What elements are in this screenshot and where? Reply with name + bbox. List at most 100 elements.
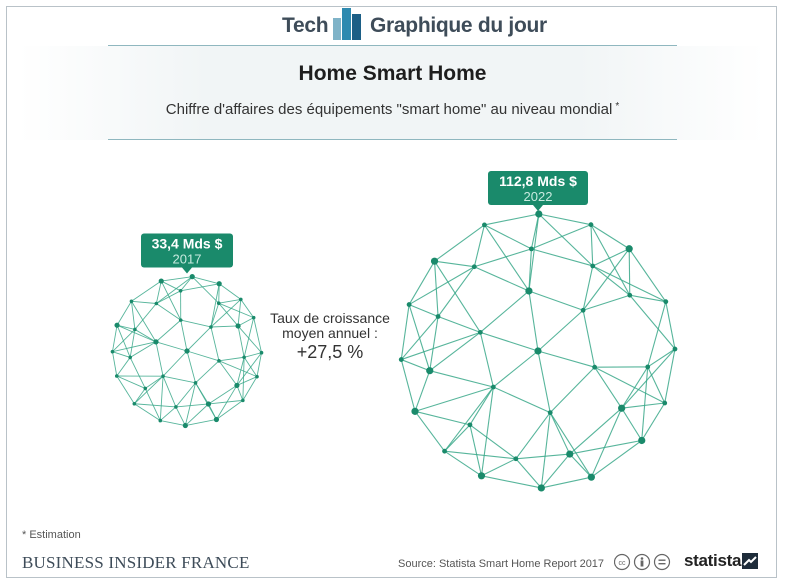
sphere-node xyxy=(426,367,434,375)
growth-annotation: Taux de croissance moyen annuel : +27,5 … xyxy=(270,311,390,362)
header-graph-label: Graphique du jour xyxy=(370,14,547,37)
sphere-edge xyxy=(540,453,571,489)
sphere-edge xyxy=(242,357,245,401)
sphere-node xyxy=(189,274,195,280)
sphere-edge xyxy=(434,260,481,333)
sphere-edge xyxy=(218,356,245,362)
sphere-node xyxy=(114,374,119,378)
growth-rate: +27,5 % xyxy=(296,342,364,362)
chart-title: Home Smart Home xyxy=(298,62,487,85)
sphere-node xyxy=(618,404,626,412)
sphere-edge xyxy=(218,302,239,327)
sphere-edge xyxy=(528,290,539,352)
sphere-edge xyxy=(180,320,188,352)
sphere-node xyxy=(638,436,646,445)
sphere-edge xyxy=(569,439,642,455)
sphere-node xyxy=(158,418,163,423)
sphere-edge xyxy=(444,424,471,452)
badge-value-label: 112,8 Mds $ xyxy=(499,173,577,189)
sphere-node xyxy=(513,456,519,462)
sphere-edge xyxy=(129,357,146,389)
sphere-node xyxy=(430,257,439,265)
sphere-node xyxy=(535,210,543,218)
sphere-node xyxy=(537,484,545,492)
sphere-edge xyxy=(180,283,220,292)
sphere-edge xyxy=(186,350,196,383)
sphere-node xyxy=(241,398,245,403)
sphere-edge xyxy=(129,341,157,358)
sphere-edge xyxy=(408,260,436,305)
sphere-node xyxy=(587,473,595,481)
sphere-edge xyxy=(484,213,539,226)
sphere-node xyxy=(129,299,134,304)
sphere-edge xyxy=(582,248,630,311)
sphere-edge xyxy=(162,375,177,408)
divider-bottom xyxy=(108,139,677,140)
sphere-edge xyxy=(116,325,131,358)
sphere-edge xyxy=(218,283,242,300)
sphere-edge xyxy=(474,248,532,268)
sphere-edge xyxy=(160,280,182,321)
sphere-edge xyxy=(549,412,592,478)
sphere-node xyxy=(158,278,164,284)
sphere-edge xyxy=(538,213,594,267)
sphere-edge xyxy=(537,350,551,413)
sphere-edge xyxy=(218,360,258,378)
sphere-edge xyxy=(256,352,262,377)
sphere-edge xyxy=(401,359,430,372)
sphere-edge xyxy=(434,260,475,268)
sphere-edge xyxy=(591,440,643,478)
sphere-node xyxy=(184,348,190,354)
sphere-edge xyxy=(665,301,676,350)
sphere-node xyxy=(242,355,246,360)
sphere-edge xyxy=(116,301,132,326)
sphere-edge xyxy=(594,366,665,404)
sphere-edge xyxy=(515,458,542,489)
sphere-edge xyxy=(592,248,630,267)
sphere-edge xyxy=(515,412,551,460)
sphere-edge xyxy=(408,304,439,318)
sphere-edge xyxy=(155,280,162,304)
sphere-edge xyxy=(237,299,242,327)
sphere-edge xyxy=(582,294,630,311)
sphere-edge xyxy=(469,424,517,460)
sphere-node xyxy=(580,307,586,313)
badge-box xyxy=(141,233,233,268)
sphere-edge xyxy=(621,348,676,409)
sphere-edge xyxy=(647,301,667,368)
chart-subtitle: Chiffre d'affaires des équipements "smar… xyxy=(0,101,785,118)
sphere-node xyxy=(216,301,221,306)
sphere-edge xyxy=(155,341,164,377)
sphere-edge xyxy=(414,410,471,426)
sphere-edge xyxy=(541,476,592,489)
sphere-edge xyxy=(641,366,649,441)
sphere-edge xyxy=(134,403,176,408)
value-badge-2022: 112,8 Mds $2022 xyxy=(488,171,588,211)
sphere-edge xyxy=(185,419,217,426)
sphere-edge xyxy=(175,382,196,408)
sphere-edge xyxy=(208,399,243,405)
sphere-edge xyxy=(469,386,494,426)
sphere-node xyxy=(406,302,412,307)
sphere-edge xyxy=(434,224,485,262)
sphere-edge xyxy=(116,324,157,343)
by-icon xyxy=(633,553,651,571)
sphere-edge xyxy=(628,248,631,296)
sphere-node xyxy=(398,357,404,362)
sphere-edge xyxy=(481,458,517,477)
statista-mark-icon xyxy=(742,553,758,569)
sphere-edge xyxy=(162,350,188,377)
badge-pointer xyxy=(533,205,543,211)
sphere-edge xyxy=(569,453,592,478)
sphere-node xyxy=(547,410,553,415)
sphere-edge xyxy=(236,385,244,401)
sphere-edge xyxy=(473,224,485,267)
top-bar: Tech Graphique du jour xyxy=(0,0,785,46)
nd-icon xyxy=(653,553,671,571)
sphere-node xyxy=(662,400,668,406)
sphere-edge xyxy=(131,301,136,330)
sphere-node xyxy=(114,322,120,328)
sphere-edge xyxy=(116,375,135,404)
sphere-edge xyxy=(155,341,188,352)
